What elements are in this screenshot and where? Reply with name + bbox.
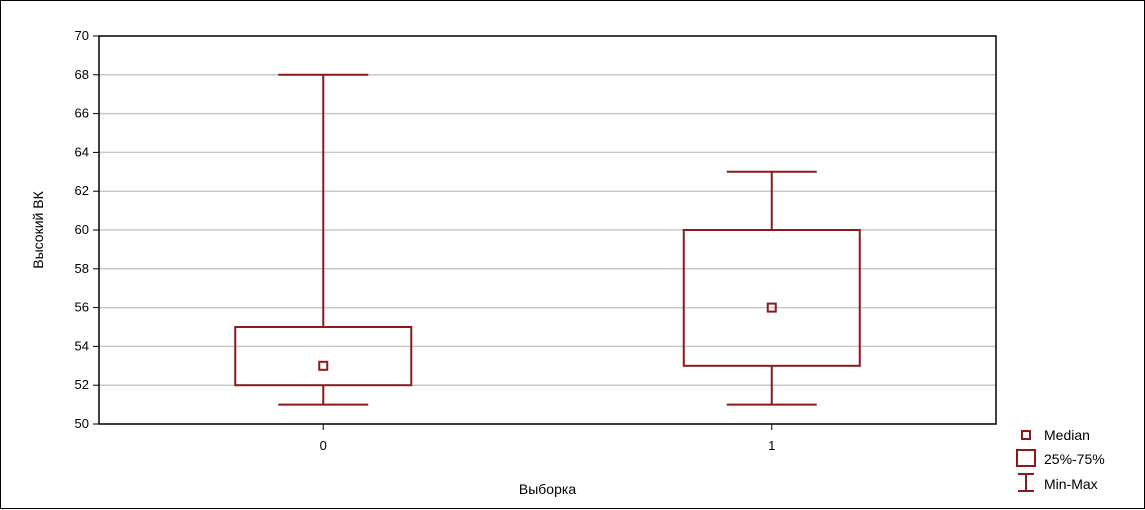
legend-median-label: Median [1044, 427, 1090, 443]
x-tick-label: 0 [320, 438, 327, 453]
y-tick-label: 66 [75, 106, 89, 121]
boxes [234, 73, 861, 406]
y-tick-label: 58 [75, 261, 89, 276]
legend-whisker-label: Min-Max [1044, 476, 1098, 492]
y-tick-label: 52 [75, 377, 89, 392]
plot-area-border [98, 35, 997, 425]
y-tick-label: 54 [75, 338, 89, 353]
x-tick-label: 1 [768, 438, 775, 453]
median-marker [318, 360, 329, 371]
y-axis-ticks: 50 52 54 56 58 60 62 64 66 68 70 [75, 28, 99, 431]
legend: Median 25%-75% Min-Max [1016, 427, 1105, 492]
y-tick-label: 56 [75, 300, 89, 315]
box-iqr [234, 326, 413, 387]
median-marker [766, 302, 777, 313]
y-tick-label: 64 [75, 144, 89, 159]
box-iqr [682, 229, 861, 367]
y-axis-label: Высокий ВК [30, 190, 46, 268]
y-tick-label: 62 [75, 183, 89, 198]
y-tick-label: 50 [75, 416, 89, 431]
legend-median-icon [1021, 430, 1031, 440]
legend-box-icon [1016, 449, 1036, 467]
gridlines [99, 74, 996, 386]
box-group [234, 73, 413, 406]
y-tick-label: 60 [75, 222, 89, 237]
x-axis-label: Выборка [519, 481, 576, 497]
legend-whisker-icon [1018, 473, 1034, 492]
legend-box-label: 25%-75% [1044, 451, 1105, 467]
y-tick-label: 68 [75, 67, 89, 82]
box-group [682, 170, 861, 406]
y-tick-label: 70 [75, 28, 89, 43]
